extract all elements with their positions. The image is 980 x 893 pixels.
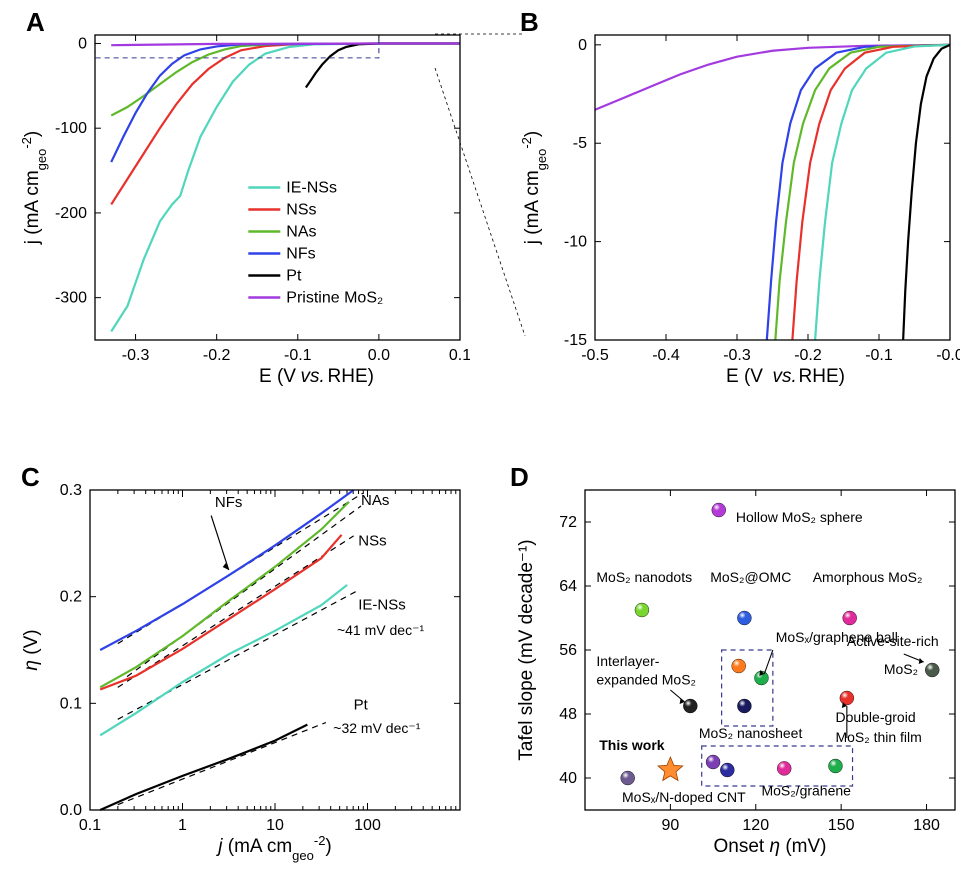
svg-text:10: 10 (266, 817, 284, 834)
svg-text:90: 90 (661, 817, 679, 834)
svg-text:MoS₂ nanosheet: MoS₂ nanosheet (699, 725, 803, 741)
svg-text:Pristine MoS₂: Pristine MoS₂ (286, 290, 383, 307)
svg-text:180: 180 (913, 817, 940, 834)
svg-text:Pt: Pt (354, 697, 369, 714)
svg-text:-0.3: -0.3 (122, 347, 150, 364)
svg-text:IE-NSs: IE-NSs (358, 596, 406, 613)
svg-text:D: D (510, 462, 529, 492)
svg-text:NSs: NSs (286, 202, 316, 219)
svg-text:0.1: 0.1 (79, 817, 101, 834)
svg-text:vs.: vs. (773, 366, 797, 387)
svg-text:100: 100 (354, 817, 381, 834)
svg-text:IE-NSs: IE-NSs (286, 180, 337, 197)
svg-text:64: 64 (559, 578, 577, 595)
svg-text:Double-groid: Double-groid (835, 709, 915, 725)
svg-text:RHE): RHE) (328, 366, 374, 387)
svg-text:-5: -5 (573, 135, 587, 152)
svg-text:MoS₂: MoS₂ (884, 661, 918, 677)
svg-text:72: 72 (559, 514, 577, 531)
svg-text:Amorphous MoS₂: Amorphous MoS₂ (813, 569, 923, 585)
svg-text:0: 0 (578, 37, 587, 54)
svg-text:Interlayer-: Interlayer- (596, 653, 659, 669)
svg-text:A: A (26, 7, 45, 37)
svg-text:-0.0: -0.0 (936, 347, 960, 364)
svg-text:-0.3: -0.3 (723, 347, 751, 364)
svg-text:-0.4: -0.4 (652, 347, 680, 364)
svg-text:0.1: 0.1 (449, 347, 470, 364)
svg-text:MoS₂ thin film: MoS₂ thin film (835, 729, 921, 745)
svg-text:40: 40 (559, 770, 577, 787)
svg-text:0: 0 (78, 35, 87, 52)
svg-text:MoSₓ/N-doped CNT: MoSₓ/N-doped CNT (622, 789, 746, 805)
svg-text:MoS₂@OMC: MoS₂@OMC (710, 569, 791, 585)
svg-text:C: C (21, 462, 40, 492)
svg-text:-200: -200 (55, 205, 87, 222)
svg-text:Onset η (mV): Onset η (mV) (714, 836, 827, 857)
svg-text:Tafel slope (mV decade⁻¹): Tafel slope (mV decade⁻¹) (516, 539, 537, 760)
svg-text:-10: -10 (564, 234, 587, 251)
svg-text:η (V): η (V) (21, 629, 42, 670)
svg-text:-0.2: -0.2 (203, 347, 231, 364)
svg-text:expanded MoS₂: expanded MoS₂ (596, 671, 696, 687)
svg-text:0.3: 0.3 (60, 482, 82, 499)
svg-text:-0.2: -0.2 (794, 347, 822, 364)
svg-text:1: 1 (178, 817, 187, 834)
svg-text:-100: -100 (55, 120, 87, 137)
svg-text:NSs: NSs (358, 532, 386, 549)
svg-text:120: 120 (742, 817, 769, 834)
svg-text:RHE): RHE) (799, 366, 845, 387)
svg-text:NFs: NFs (215, 494, 243, 511)
svg-text:j (mA cmgeo-2): j (mA cmgeo-2) (215, 833, 332, 863)
svg-text:vs.: vs. (301, 366, 325, 387)
svg-text:j (mA cmgeo-2): j (mA cmgeo-2) (520, 131, 549, 245)
svg-text:0.0: 0.0 (368, 347, 390, 364)
svg-text:NAs: NAs (361, 492, 389, 509)
svg-text:-0.5: -0.5 (581, 347, 609, 364)
svg-text:E (V: E (V (259, 366, 296, 387)
svg-text:Hollow MoS₂ sphere: Hollow MoS₂ sphere (736, 509, 863, 525)
svg-text:48: 48 (559, 706, 577, 723)
svg-text:This work: This work (599, 737, 665, 753)
svg-text:0.2: 0.2 (60, 589, 82, 606)
svg-text:E (V: E (V (726, 366, 763, 387)
svg-text:56: 56 (559, 642, 577, 659)
svg-text:MoS₂ nanodots: MoS₂ nanodots (596, 569, 692, 585)
svg-text:Active-site-rich: Active-site-rich (847, 633, 939, 649)
svg-text:Pt: Pt (286, 268, 302, 285)
svg-text:150: 150 (828, 817, 855, 834)
svg-text:-0.1: -0.1 (865, 347, 893, 364)
svg-text:j (mA cmgeo-2): j (mA cmgeo-2) (20, 131, 49, 245)
svg-text:-15: -15 (564, 332, 587, 349)
svg-text:0.1: 0.1 (60, 695, 82, 712)
svg-text:MoS₂/grahene: MoS₂/grahene (761, 783, 851, 799)
svg-text:-0.1: -0.1 (284, 347, 312, 364)
svg-text:~32 mV dec⁻¹: ~32 mV dec⁻¹ (333, 720, 420, 736)
svg-text:-300: -300 (55, 290, 87, 307)
svg-text:0.0: 0.0 (60, 802, 82, 819)
svg-text:~41 mV dec⁻¹: ~41 mV dec⁻¹ (337, 622, 424, 638)
svg-text:B: B (520, 7, 539, 37)
svg-text:NAs: NAs (286, 224, 316, 241)
svg-text:NFs: NFs (286, 246, 315, 263)
